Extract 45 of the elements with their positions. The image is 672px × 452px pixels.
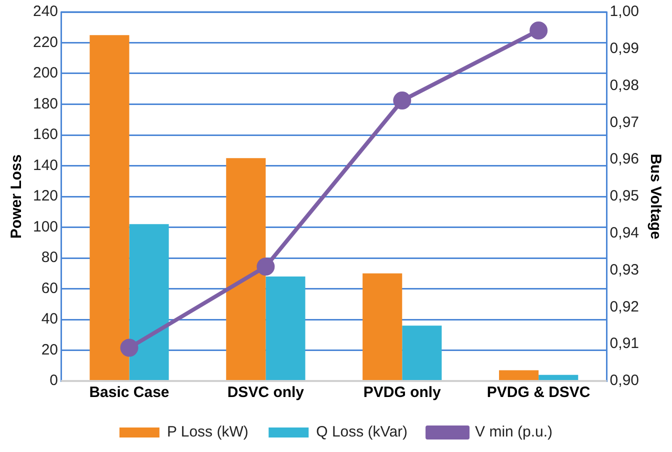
y2-tick-label: 0,91 (610, 335, 640, 352)
y-tick-label: 40 (41, 310, 58, 328)
x-tick-label: PVDG & DSVC (486, 384, 590, 402)
legend-label: V min (p.u.) (475, 424, 553, 441)
y-tick-label: 80 (41, 249, 58, 266)
y-tick-label: 240 (32, 3, 58, 20)
bar (538, 374, 578, 380)
bar (90, 35, 130, 380)
y2-tick-label: 0,98 (610, 76, 640, 94)
y2-axis-title: Bus Voltage (646, 154, 664, 240)
y-tick-label: 100 (32, 218, 58, 236)
bar (129, 224, 169, 380)
y-tick-label: 220 (32, 34, 58, 51)
point (530, 21, 548, 40)
bar (499, 370, 539, 380)
y2-tick-label: 0,97 (610, 114, 640, 131)
point (393, 92, 412, 110)
legend-label: Q Loss (kVar) (316, 424, 408, 441)
y2-tick-label: 0,96 (610, 150, 640, 168)
y2-tick-label: 1,00 (610, 3, 640, 20)
x-tick-label: PVDG only (363, 384, 442, 402)
x-tick-label: DSVC only (227, 384, 305, 402)
y2-tick-label: 0,93 (610, 261, 640, 278)
point (120, 338, 138, 357)
y-tick-label: 180 (32, 95, 58, 112)
bar (226, 158, 266, 380)
y2-tick-label: 0,90 (610, 372, 640, 390)
y-tick-label: 160 (32, 126, 58, 144)
y2-tick-label: 0,99 (610, 40, 640, 58)
bar (266, 276, 306, 380)
y-tick-label: 0 (50, 372, 58, 390)
y-tick-label: 20 (41, 341, 58, 358)
y2-tick-label: 0,94 (610, 224, 640, 242)
bar (362, 273, 402, 380)
y-tick-label: 60 (41, 280, 58, 297)
y-tick-label: 140 (32, 156, 58, 174)
x-tick-label: Basic Case (89, 384, 170, 402)
y-tick-label: 120 (32, 188, 58, 205)
legend-label: P Loss (kW) (166, 424, 248, 441)
y-tick-label: 200 (32, 64, 58, 82)
point (256, 258, 275, 276)
bar (402, 326, 442, 380)
y2-tick-label: 0,92 (610, 298, 640, 316)
y-axis-title: Power Loss (8, 154, 26, 239)
y2-tick-label: 0,95 (610, 188, 640, 205)
